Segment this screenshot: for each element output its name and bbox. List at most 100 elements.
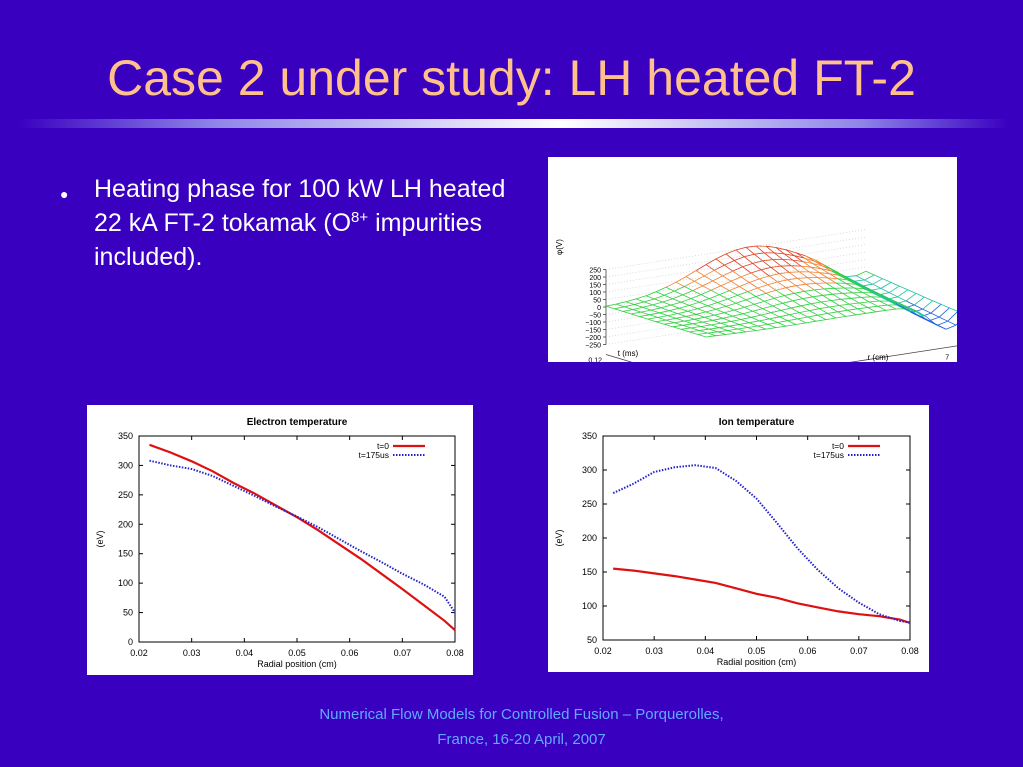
- mesh-line: [747, 327, 757, 331]
- mesh-line: [787, 318, 798, 322]
- z-tick-label: −100: [585, 320, 601, 327]
- mesh-line: [672, 324, 683, 328]
- mesh-line: [725, 249, 737, 255]
- mesh-line: [852, 292, 862, 298]
- mesh-line: [674, 320, 685, 324]
- mesh-line: [740, 272, 752, 278]
- mesh-line: [795, 252, 805, 259]
- mesh-line: [877, 305, 887, 311]
- mesh-line: [792, 298, 803, 302]
- mesh-line: [900, 304, 910, 310]
- y-tick-label: 150: [582, 567, 597, 577]
- plot-frame: [602, 435, 911, 641]
- mesh-line: [854, 279, 865, 282]
- mesh-line: [835, 316, 847, 319]
- mesh-line: [699, 328, 710, 331]
- mesh-line: [654, 298, 663, 303]
- mesh-line: [749, 282, 758, 289]
- mesh-line: [800, 303, 812, 307]
- mesh-line: [719, 325, 730, 329]
- y-tick-label: 250: [118, 490, 133, 500]
- mesh-line: [785, 287, 795, 294]
- mesh-line: [882, 278, 892, 283]
- mesh-line: [630, 311, 642, 315]
- mesh-line: [670, 301, 682, 306]
- legend-label: t=175us: [814, 450, 845, 460]
- mesh-line: [819, 306, 830, 310]
- mesh-line: [710, 289, 720, 296]
- mesh-line: [817, 314, 827, 320]
- mesh-line: [725, 302, 737, 307]
- mesh-line: [724, 312, 733, 317]
- mesh-line: [734, 256, 745, 261]
- mesh-line: [780, 307, 792, 311]
- mesh-line: [899, 302, 908, 308]
- chart-title: Ion temperature: [719, 417, 795, 428]
- mesh-line: [879, 300, 888, 306]
- mesh-line: [672, 294, 683, 300]
- mesh-line: [842, 292, 853, 294]
- mesh-line: [714, 269, 723, 277]
- mesh-line: [830, 270, 840, 276]
- mesh-line: [640, 309, 652, 313]
- mesh-line: [752, 263, 762, 271]
- legend-label: t=0: [832, 441, 844, 451]
- mesh-line: [740, 319, 750, 324]
- mesh-line: [700, 324, 712, 327]
- mesh-line: [819, 272, 830, 275]
- mesh-line: [885, 308, 897, 311]
- mesh-line: [887, 298, 897, 304]
- mesh-line: [742, 263, 753, 268]
- mesh-line: [824, 288, 833, 295]
- mesh-line: [874, 274, 883, 280]
- legend-label: t=0: [377, 441, 389, 451]
- mesh-line: [855, 270, 867, 277]
- mesh-line: [707, 332, 717, 337]
- electron-temperature-chart: 0.02 0.03 0.04 0.05 0.06 0.07 0.08 0 50 100 150 200…: [95, 417, 464, 669]
- mesh-line: [672, 326, 682, 330]
- mesh-line: [649, 312, 660, 316]
- mesh-line: [730, 321, 740, 325]
- mesh-line: [822, 294, 832, 301]
- mesh-line: [797, 278, 807, 285]
- mesh-line: [897, 296, 907, 302]
- mesh-line: [889, 292, 898, 298]
- mesh-line: [754, 252, 765, 255]
- mesh-line: [682, 323, 693, 326]
- mesh-line: [820, 268, 832, 272]
- mesh-line: [779, 273, 788, 281]
- mesh-line: [710, 322, 722, 326]
- mesh-line: [730, 319, 742, 322]
- y-axis-label: (eV): [95, 530, 105, 547]
- mesh-line: [694, 280, 703, 287]
- z-tick-label: −250: [585, 343, 601, 350]
- mesh-line: [784, 253, 795, 257]
- mesh-line: [660, 304, 672, 309]
- mesh-line: [759, 320, 768, 325]
- mesh-line: [899, 285, 908, 291]
- mesh-line: [787, 320, 797, 325]
- mesh-line: [752, 310, 762, 316]
- mesh-line: [947, 311, 958, 322]
- mesh-line: [775, 287, 787, 291]
- mesh-line: [677, 310, 688, 314]
- mesh-line: [639, 316, 648, 320]
- y-tick-label: 300: [118, 460, 133, 470]
- mesh-line: [790, 265, 800, 273]
- mesh-line: [850, 297, 860, 304]
- mesh-line: [835, 282, 845, 289]
- mesh-line: [809, 271, 820, 273]
- mesh-line: [690, 294, 702, 299]
- mesh-line: [669, 310, 678, 314]
- mesh-line: [695, 270, 705, 277]
- mesh-line: [717, 302, 727, 307]
- mesh-line: [867, 307, 877, 313]
- mesh-line: [705, 258, 717, 265]
- mesh-line: [777, 320, 788, 323]
- mesh-line: [884, 296, 893, 302]
- mesh-line: [639, 314, 650, 317]
- mesh-line: [722, 317, 732, 322]
- mesh-line: [675, 317, 685, 322]
- mesh-line: [819, 272, 828, 279]
- mesh-line: [712, 317, 723, 321]
